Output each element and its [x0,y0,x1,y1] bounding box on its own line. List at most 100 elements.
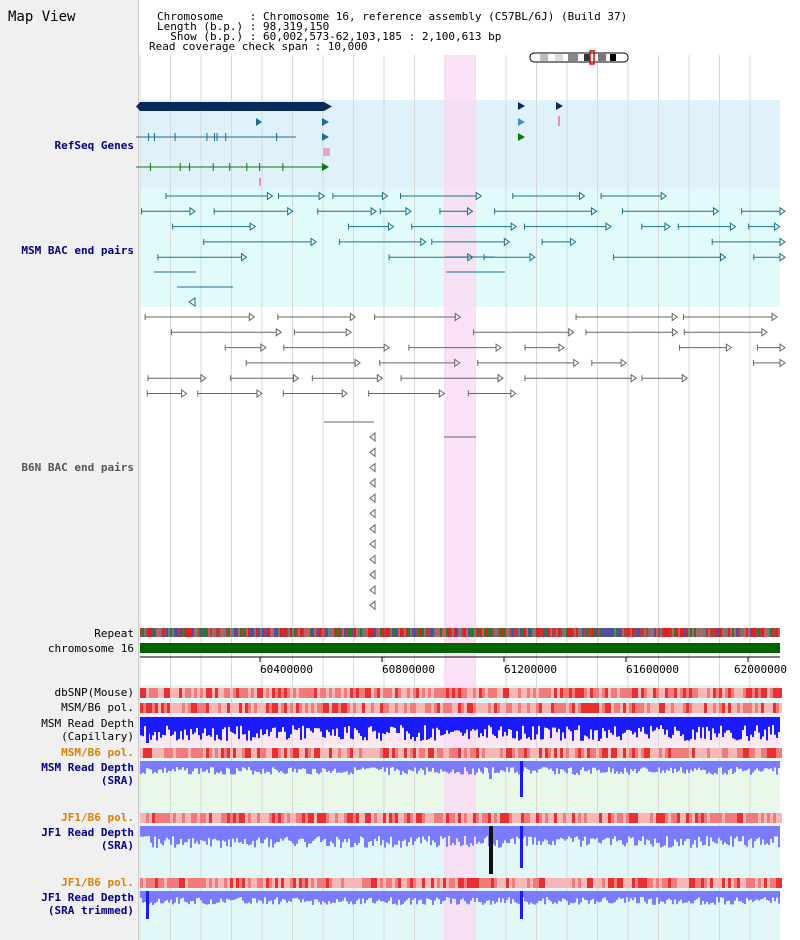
pol-segment [230,703,233,713]
pol-segment [317,703,320,713]
depth-bar [388,891,390,901]
depth-bar [648,717,650,739]
label-msm-bac[interactable]: MSM BAC end pairs [21,244,134,257]
pol-segment [245,703,248,713]
depth-bar [168,826,170,840]
bac-end-arrow [495,343,502,353]
pol-segment [605,703,608,713]
repeat-segment [342,628,344,637]
depth-bar [718,891,720,903]
pol-segment [644,703,647,713]
bac-end-arrow [275,327,283,337]
depth-bar [286,761,288,774]
pol-segment [722,688,725,698]
pol-segment [260,878,263,888]
depth-bar [576,761,578,773]
depth-bar [352,761,354,775]
depth-bar [366,826,368,848]
pol-segment [200,813,203,823]
axis-tick: 60400000 [260,663,313,676]
pol-segment [173,813,176,823]
repeat-segment [712,628,714,637]
pol-segment [692,878,695,888]
depth-bar [626,826,628,843]
pol-segment [212,703,215,713]
ideogram-marker [589,50,595,65]
pol-segment [419,703,422,713]
pol-segment [779,703,782,713]
depth-bar [250,826,252,845]
pol-segment [701,748,704,758]
repeat-segment [192,628,194,637]
pol-segment [539,748,542,758]
depth-bar [242,826,244,844]
depth-bar [752,891,754,902]
pol-segment [269,703,272,713]
pol-segment [242,813,245,823]
depth-bar [668,717,670,738]
depth-bar [496,717,498,739]
depth-bar [228,761,230,769]
pol-segment [194,703,197,713]
repeat-segment [268,628,270,637]
pol-segment [764,813,767,823]
depth-bar [734,891,736,901]
pol-segment [767,748,770,758]
depth-bar [624,761,626,768]
depth-bar [656,761,658,772]
label-refseq[interactable]: RefSeq Genes [54,139,134,152]
pol-segment [224,703,227,713]
label-b6n-bac[interactable]: B6N BAC end pairs [21,461,134,474]
depth-bar [532,826,534,845]
pol-segment [227,813,230,823]
depth-bar [550,891,552,902]
repeat-segment [512,628,514,637]
depth-bar [720,826,722,841]
pol-segment [179,688,182,698]
repeat-segment [332,628,334,637]
pol-segment [371,688,374,698]
repeat-segment [620,628,622,637]
depth-bar [524,717,526,734]
pol-segment [752,813,755,823]
depth-bar [612,717,614,735]
depth-bar [200,826,202,840]
repeat-segment [178,628,180,637]
depth-bar [562,891,564,899]
depth-bar [400,891,402,905]
repeat-segment [624,628,626,637]
depth-bar [762,891,764,899]
depth-bar [600,891,602,902]
depth-bar [512,717,514,739]
pol-segment [251,688,254,698]
pol-segment [755,703,758,713]
depth-bar [740,826,742,842]
repeat-segment [480,628,482,637]
depth-bar [454,826,456,846]
pol-segment [389,878,392,888]
pol-segment [164,748,167,758]
repeat-segment [766,628,768,637]
pol-segment [512,748,515,758]
depth-bar [538,717,540,726]
depth-bar [532,891,534,904]
depth-bar [182,891,184,898]
depth-bar [242,891,244,901]
pol-segment [743,703,746,713]
depth-bar [340,891,342,902]
depth-bar [706,826,708,837]
pol-segment [482,748,485,758]
pol-segment [689,703,692,713]
pol-segment [683,878,686,888]
depth-bar [216,826,218,841]
repeat-segment [372,628,374,637]
pol-segment [665,748,668,758]
depth-bar [636,761,638,774]
depth-bar [226,717,228,741]
depth-bar [422,717,424,740]
gene-arrow [322,133,329,141]
pol-segment [770,688,773,698]
depth-bar [652,826,654,847]
pol-segment [293,813,296,823]
